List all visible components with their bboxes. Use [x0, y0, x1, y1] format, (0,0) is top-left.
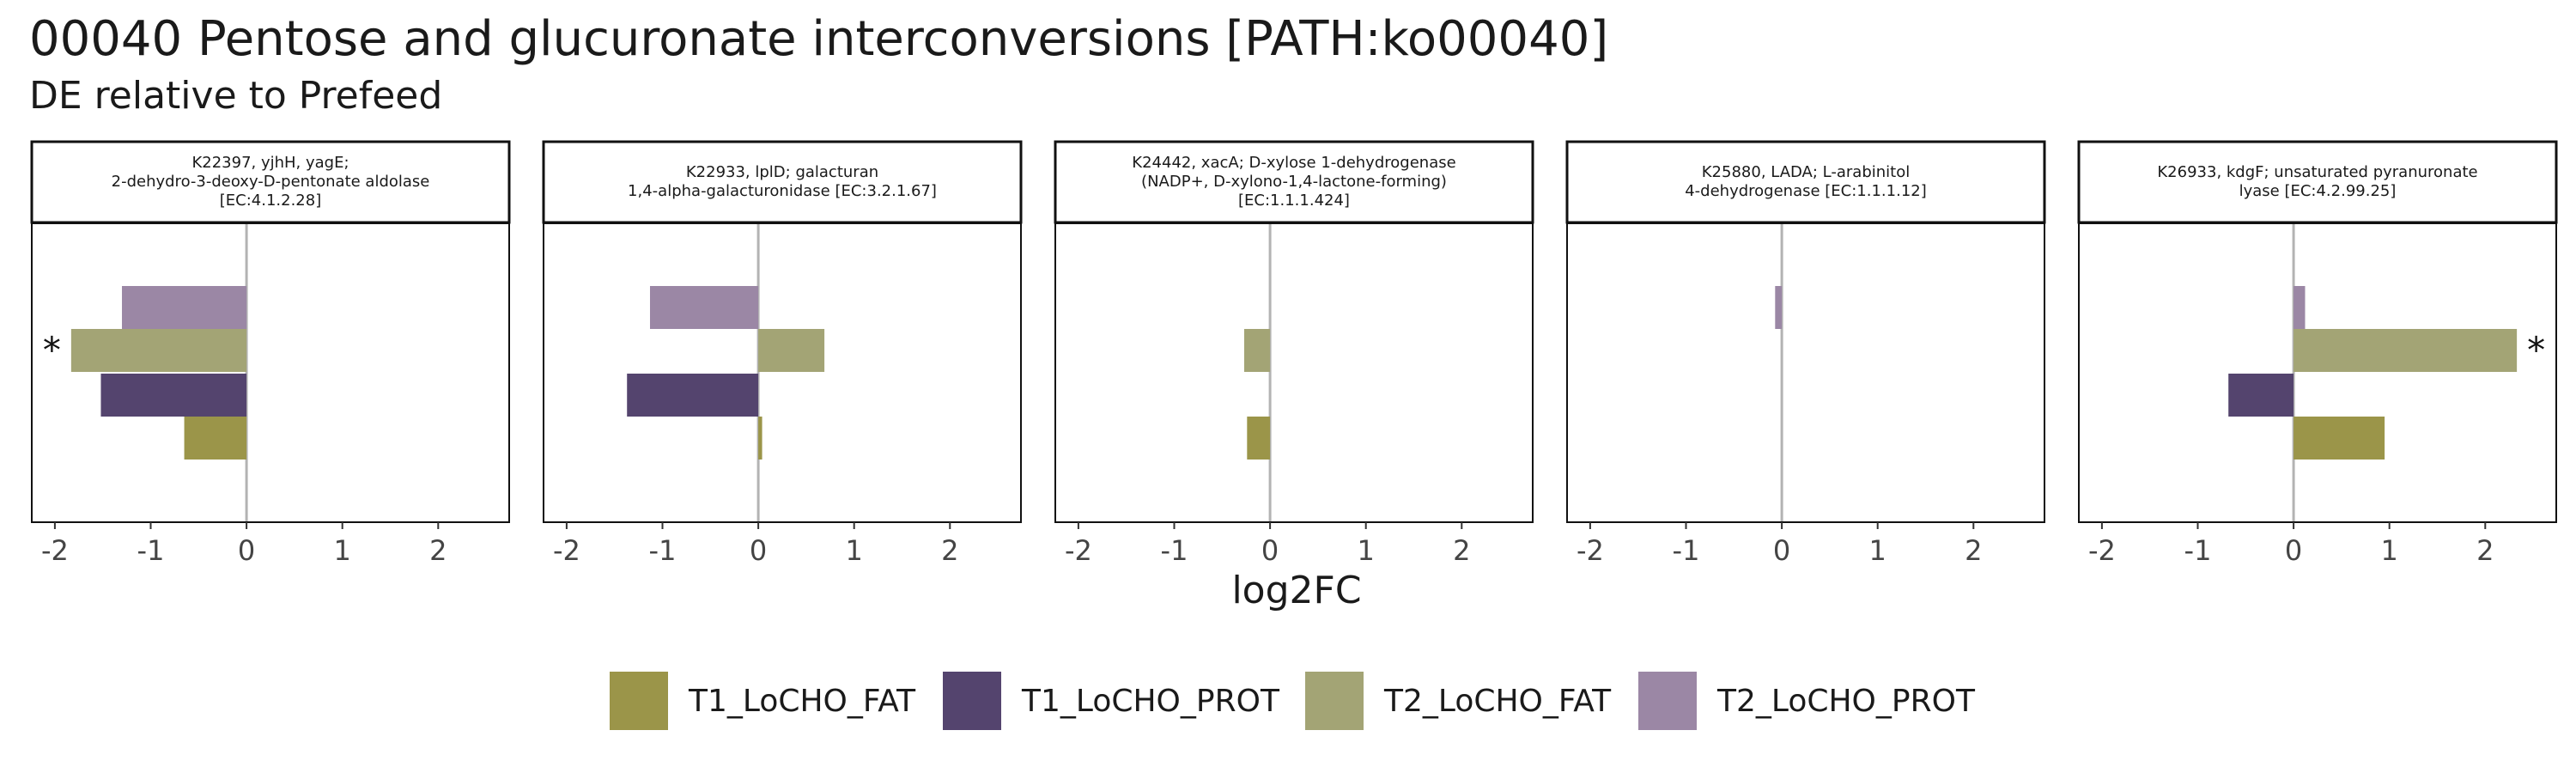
x-tick-label: -2 — [553, 534, 580, 567]
legend-item: T2_LoCHO_PROT — [1638, 670, 1975, 732]
x-tick-label: -1 — [1673, 534, 1700, 567]
significance-marker: * — [43, 329, 61, 371]
facet-title: K25880, LADA; L-arabinitol 4-dehydrogena… — [1566, 141, 2045, 223]
x-tick-label: 0 — [1261, 534, 1279, 567]
legend-label: T1_LoCHO_PROT — [1022, 683, 1279, 719]
facet-title: K22397, yjhH, yagE; 2-dehydro-3-deoxy-D-… — [31, 141, 510, 223]
bar-T2_LoCHO_FAT — [1243, 329, 1271, 372]
x-tick-label: -1 — [137, 534, 165, 567]
x-tick-label: 2 — [941, 534, 958, 567]
x-tick-label: 1 — [2381, 534, 2398, 567]
x-axis-label: log2FC — [1231, 569, 1362, 612]
bar-T2_LoCHO_PROT — [1775, 286, 1783, 329]
facet-strip-box — [542, 140, 1023, 224]
x-tick-label: 0 — [1773, 534, 1790, 567]
legend-label: T2_LoCHO_FAT — [1384, 683, 1612, 719]
facet-strip-box — [1054, 140, 1534, 224]
x-tick-label: 0 — [750, 534, 767, 567]
x-tick-label: 2 — [429, 534, 447, 567]
legend-swatch — [610, 672, 668, 730]
facet-panel: * -2 -1 0 1 2 — [30, 140, 511, 567]
legend-swatch — [1638, 672, 1697, 730]
facet-panel: -2 -1 0 1 2 — [1054, 140, 1534, 567]
x-tick-label: 2 — [2476, 534, 2494, 567]
facet-title-text: K25880, LADA; L-arabinitol 4-dehydrogena… — [1685, 163, 1927, 200]
x-tick-label: 0 — [238, 534, 255, 567]
bar-T2_LoCHO_PROT — [2293, 286, 2306, 329]
panel-border — [1566, 222, 2045, 523]
legend-item: T1_LoCHO_FAT — [610, 670, 915, 732]
panel-border — [2078, 222, 2557, 523]
facet-title-text: K24442, xacA; D-xylose 1-dehydrogenase (… — [1132, 154, 1456, 210]
legend-label: T2_LoCHO_PROT — [1717, 683, 1975, 719]
facet-panel: -2 -1 0 1 2 — [542, 140, 1023, 567]
x-tick-label: -2 — [1065, 534, 1092, 567]
bar-T2_LoCHO_FAT — [2293, 329, 2518, 372]
x-tick-label: 1 — [1869, 534, 1886, 567]
panel-background — [544, 223, 1021, 522]
x-tick-label: 1 — [846, 534, 863, 567]
bar-T1_LoCHO_FAT — [184, 417, 247, 460]
significance-marker: * — [2527, 329, 2545, 371]
bar-T2_LoCHO_FAT — [758, 329, 825, 372]
panel-background — [1567, 223, 2044, 522]
legend-label: T1_LoCHO_FAT — [689, 683, 916, 719]
facet-title: K26933, kdgF; unsaturated pyranuronate l… — [2078, 141, 2557, 223]
facet-title-text: K26933, kdgF; unsaturated pyranuronate l… — [2157, 163, 2478, 200]
x-tick-label: -2 — [41, 534, 69, 567]
x-tick-label: 2 — [1965, 534, 1982, 567]
x-tick-label: 0 — [2285, 534, 2302, 567]
legend-swatch — [943, 672, 1001, 730]
bar-T1_LoCHO_PROT — [100, 374, 247, 417]
facet-title: K22933, lplD; galacturan 1,4-alpha-galac… — [543, 141, 1022, 223]
bar-T2_LoCHO_PROT — [122, 286, 247, 329]
facet-title-text: K22397, yjhH, yagE; 2-dehydro-3-deoxy-D-… — [111, 154, 430, 210]
x-tick-label: -1 — [649, 534, 677, 567]
panel-border — [1054, 222, 1534, 523]
bar-T1_LoCHO_FAT — [1247, 417, 1271, 460]
facet-panel: * -2 -1 0 1 2 — [2077, 140, 2558, 567]
facet-title-text: K22933, lplD; galacturan 1,4-alpha-galac… — [628, 163, 937, 200]
panel-background — [32, 223, 509, 522]
x-tick-label: -1 — [1161, 534, 1188, 567]
panel-background — [2079, 223, 2556, 522]
legend-swatch — [1305, 672, 1364, 730]
x-tick-label: 1 — [334, 534, 351, 567]
panel-border — [31, 222, 510, 523]
bar-T1_LoCHO_FAT — [2293, 417, 2385, 460]
panel-border — [543, 222, 1022, 523]
facet-panel: -2 -1 0 1 2 — [1565, 140, 2046, 567]
bar-T1_LoCHO_PROT — [627, 374, 759, 417]
facet-title: K24442, xacA; D-xylose 1-dehydrogenase (… — [1054, 141, 1534, 223]
x-tick-label: 2 — [1453, 534, 1470, 567]
x-tick-label: -2 — [1577, 534, 1604, 567]
x-tick-label: -2 — [2088, 534, 2116, 567]
bar-T2_LoCHO_FAT — [70, 329, 247, 372]
legend-item: T1_LoCHO_PROT — [943, 670, 1279, 732]
legend: T1_LoCHO_FAT T1_LoCHO_PROT T2_LoCHO_FAT T2_… — [0, 670, 2576, 732]
x-tick-label: -1 — [2184, 534, 2212, 567]
bar-T1_LoCHO_PROT — [2228, 374, 2294, 417]
chart-title: 00040 Pentose and glucuronate interconve… — [29, 11, 1609, 67]
x-tick-label: 1 — [1358, 534, 1375, 567]
bar-T1_LoCHO_FAT — [758, 417, 762, 460]
facet-strip-box — [1565, 140, 2046, 224]
legend-item: T2_LoCHO_FAT — [1305, 670, 1611, 732]
panel-background — [1055, 223, 1533, 522]
bar-T2_LoCHO_PROT — [649, 286, 759, 329]
chart-subtitle: DE relative to Prefeed — [29, 74, 443, 118]
